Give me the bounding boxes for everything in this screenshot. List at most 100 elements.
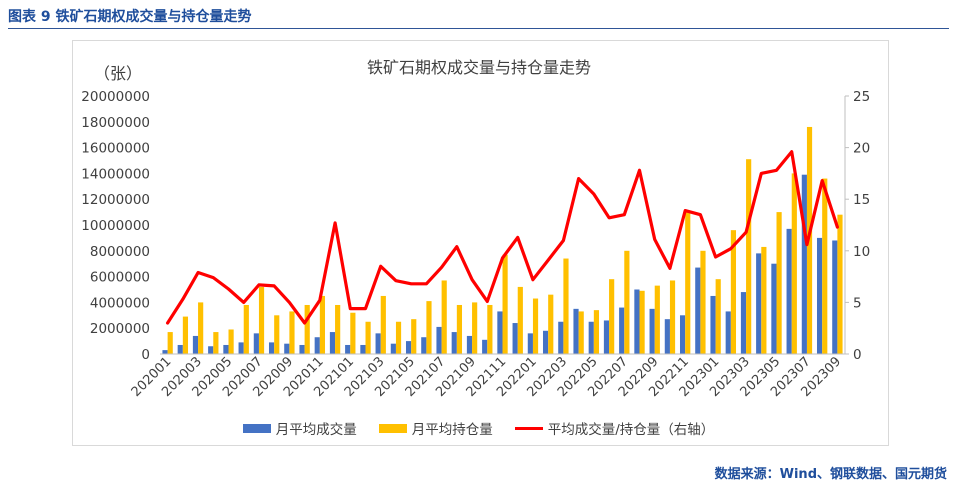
bar-volume (771, 263, 777, 354)
bar-series-group (162, 126, 843, 355)
bar-volume (253, 333, 259, 354)
bar-volume (268, 342, 275, 354)
bar-open-interest (243, 304, 249, 354)
legend-swatch-volume (242, 423, 271, 433)
bar-open-interest (198, 302, 204, 354)
bar-open-interest (395, 321, 402, 354)
bar-volume (695, 267, 701, 354)
bar-open-interest (182, 316, 189, 354)
bar-volume (603, 320, 610, 354)
bar-volume (345, 344, 351, 354)
bar-open-interest (593, 310, 600, 354)
legend-item-ratio: 平均成交量/持仓量（右轴） (514, 418, 715, 438)
bar-volume (756, 253, 762, 354)
bar-open-interest (365, 321, 371, 354)
bar-open-interest (685, 212, 691, 354)
bar-open-interest (654, 285, 660, 354)
line-ratio (166, 150, 840, 325)
bar-volume (177, 344, 183, 354)
bar-volume (497, 311, 503, 354)
bar-volume (284, 343, 290, 354)
left-axis-tick-label: 10000000 (81, 218, 150, 234)
bar-volume (619, 307, 625, 354)
bar-volume (238, 342, 244, 354)
bar-volume (679, 315, 686, 354)
bar-open-interest (669, 280, 676, 354)
bar-open-interest (304, 304, 310, 354)
bar-volume (208, 346, 214, 354)
bar-volume (542, 330, 549, 354)
axes-group (160, 96, 846, 355)
bar-volume (360, 344, 366, 354)
left-axis-ticks: 0 2000000 4000000 6000000 8000000 10000000 120… (81, 89, 150, 363)
right-axis-tick-label: 10 (853, 244, 870, 260)
figure-caption: 图表 9 铁矿石期权成交量与持仓量走势 (8, 9, 252, 25)
bar-open-interest (411, 319, 417, 354)
bar-volume (329, 332, 336, 354)
line-series-group (166, 150, 840, 325)
bar-open-interest (258, 286, 265, 354)
bar-open-interest (472, 302, 478, 354)
bar-open-interest (700, 250, 706, 354)
bar-volume (725, 311, 731, 354)
bar-volume (421, 337, 427, 354)
right-axis-tick-label: 0 (853, 347, 862, 363)
bar-open-interest (274, 315, 280, 354)
bar-volume (634, 289, 640, 354)
legend-label-ratio: 平均成交量/持仓量（右轴） (547, 422, 715, 438)
right-axis-tick-label: 25 (853, 89, 870, 105)
bar-open-interest (289, 311, 295, 354)
left-axis-tick-label: 18000000 (81, 115, 150, 131)
bar-open-interest (624, 250, 630, 354)
right-axis-ticks: 0 5 10 15 20 25 (845, 89, 870, 363)
bar-open-interest (730, 230, 737, 354)
right-axis-tick-label: 5 (853, 295, 862, 311)
bar-open-interest (548, 294, 554, 354)
bar-open-interest (319, 295, 326, 354)
bar-open-interest (335, 304, 341, 354)
left-axis-tick-label: 14000000 (81, 166, 150, 182)
bar-open-interest (502, 254, 508, 354)
bar-open-interest (517, 286, 523, 354)
bar-volume (573, 308, 579, 354)
bar-open-interest (167, 332, 173, 354)
bar-volume (816, 237, 823, 354)
bar-open-interest (456, 304, 463, 354)
chart-frame (72, 40, 889, 446)
bar-open-interest (441, 280, 447, 354)
left-axis-tick-label: 4000000 (90, 295, 150, 311)
bar-open-interest (578, 311, 584, 354)
bar-volume (512, 323, 518, 354)
bar-volume (299, 344, 305, 354)
left-axis-tick-label: 16000000 (81, 141, 150, 157)
chart-legend: 月平均成交量 月平均持仓量 平均成交量/持仓量（右轴） (0, 418, 957, 438)
bar-open-interest (609, 279, 615, 354)
bar-volume (527, 333, 533, 354)
x-axis-tick-labels: 2020012020032020052020072020092020112021… (129, 354, 844, 400)
bar-volume (740, 292, 747, 354)
bar-volume (466, 335, 473, 354)
bar-open-interest (761, 246, 767, 354)
bar-volume (314, 337, 320, 354)
left-axis-tick-label: 2000000 (90, 321, 150, 337)
bar-volume (832, 240, 838, 354)
legend-label-open-interest: 月平均持仓量 (411, 422, 493, 438)
bar-open-interest (380, 295, 386, 354)
bar-open-interest (806, 126, 813, 355)
bar-volume (162, 350, 168, 354)
bar-open-interest (822, 178, 828, 354)
bar-volume (558, 321, 564, 354)
left-axis-tick-label: 20000000 (81, 89, 150, 105)
bar-volume (588, 321, 594, 354)
bar-volume (436, 326, 442, 354)
left-axis-tick-label: 0 (141, 347, 150, 363)
bar-open-interest (746, 159, 752, 354)
bar-volume (482, 339, 488, 354)
bar-volume (390, 343, 396, 354)
bar-open-interest (532, 298, 539, 354)
bar-open-interest (791, 173, 797, 354)
source-note: 数据来源：Wind、钢联数据、国元期货 (714, 467, 947, 482)
bar-volume (192, 335, 199, 354)
legend-item-volume: 月平均成交量 (242, 418, 357, 438)
